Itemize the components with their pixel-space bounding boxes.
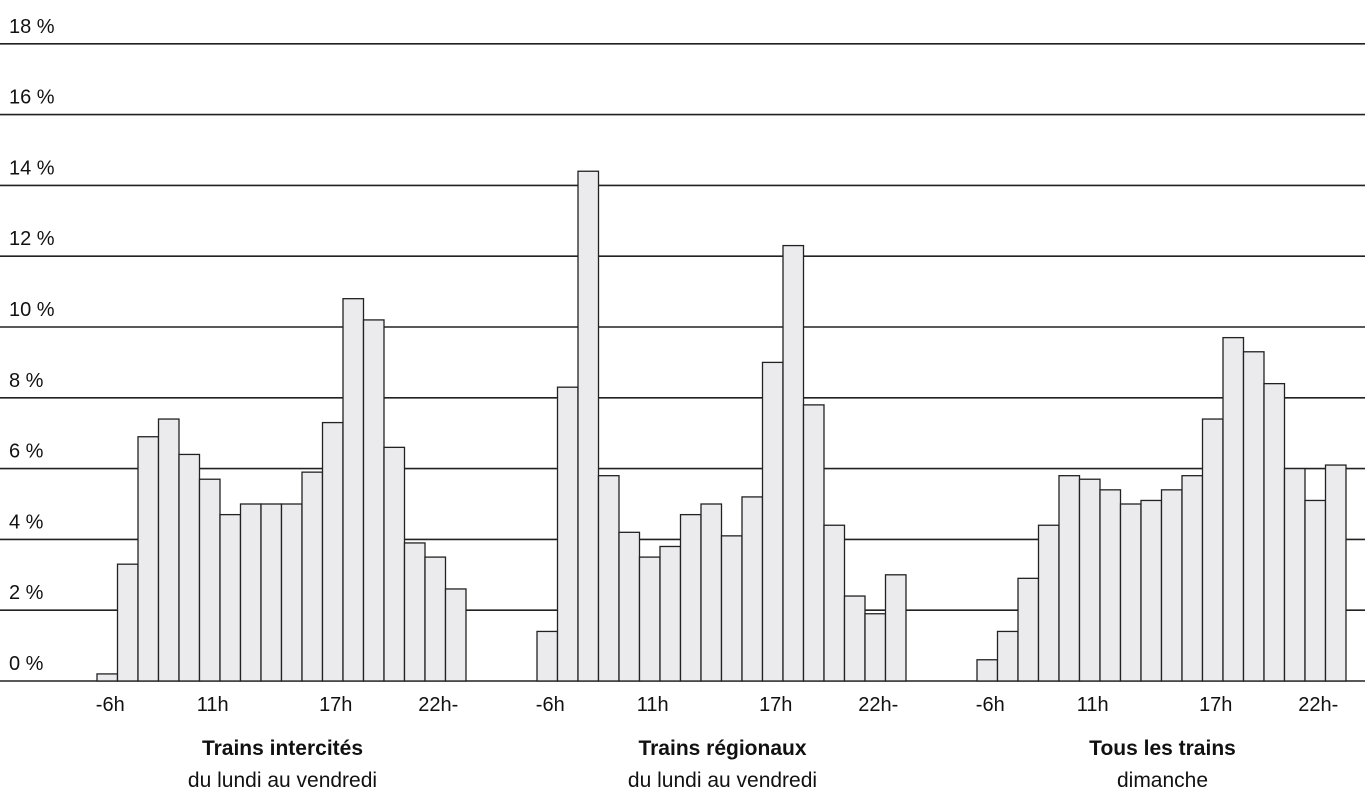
bar-group2-9 <box>700 503 723 682</box>
bar-group3-8 <box>1119 503 1142 682</box>
bar-group1-8 <box>239 503 262 682</box>
bar-group1-10 <box>280 503 303 682</box>
x-tick-label: 17h <box>1199 694 1232 716</box>
bar-group3-2 <box>996 630 1019 682</box>
bar-group2-11 <box>741 496 764 682</box>
bar-group2-6 <box>638 556 661 682</box>
group-subtitle: du lundi au vendredi <box>188 769 377 792</box>
x-tick-label: 17h <box>319 694 352 716</box>
y-tick-label: 12 % <box>9 228 55 250</box>
group-subtitle: du lundi au vendredi <box>628 769 817 792</box>
bar-group3-7 <box>1099 489 1122 682</box>
y-tick-label: 6 % <box>9 441 44 463</box>
bar-group1-3 <box>137 436 160 682</box>
bar-group3-10 <box>1160 489 1183 682</box>
bar-group3-4 <box>1037 524 1060 682</box>
bar-group1-9 <box>260 503 283 682</box>
x-tick-label: 22h- <box>418 694 458 716</box>
bar-group2-17 <box>864 613 887 682</box>
bars <box>96 170 1347 682</box>
group-title: Trains régionaux <box>638 737 806 760</box>
bar-group3-14 <box>1242 351 1265 682</box>
bar-group1-15 <box>383 446 406 682</box>
bar-group1-1 <box>96 673 119 682</box>
bar-group2-5 <box>618 531 641 682</box>
y-tick-label: 10 % <box>9 299 55 321</box>
labels: 0 % 2 % 4 % 6 % 8 % 10 % 12 % 14 % 16 % 18 % -6h 11… <box>9 16 1338 792</box>
bar-group1-17 <box>424 556 447 682</box>
x-tick-label: 11h <box>637 694 669 716</box>
bar-group2-4 <box>597 475 620 682</box>
bar-group2-7 <box>659 545 682 682</box>
bar-group3-6 <box>1078 478 1101 682</box>
bar-group1-7 <box>219 513 242 682</box>
x-tick-label: 17h <box>759 694 792 716</box>
y-tick-label: 16 % <box>9 87 55 109</box>
bar-group3-15 <box>1263 382 1286 682</box>
x-tick-label: -6h <box>976 694 1005 716</box>
bar-group1-6 <box>198 478 221 682</box>
bar-group3-3 <box>1017 577 1040 682</box>
bar-group1-16 <box>403 542 426 682</box>
x-tick-label: 22h- <box>858 694 898 716</box>
bar-group1-2 <box>116 563 139 682</box>
bar-group3-12 <box>1201 418 1224 682</box>
bar-group2-14 <box>802 404 825 682</box>
y-tick-label: 8 % <box>9 370 44 392</box>
x-tick-label: 11h <box>197 694 229 716</box>
group-title: Tous les trains <box>1089 737 1236 760</box>
group-subtitle: dimanche <box>1117 769 1208 792</box>
bar-group2-15 <box>823 524 846 682</box>
bar-group1-14 <box>362 319 385 682</box>
bar-group2-8 <box>679 513 702 682</box>
bar-group2-13 <box>782 244 805 682</box>
bar-group1-18 <box>444 588 467 682</box>
y-tick-label: 2 % <box>9 582 44 604</box>
bar-group1-4 <box>157 418 180 682</box>
y-tick-label: 4 % <box>9 511 44 533</box>
x-tick-label: -6h <box>536 694 565 716</box>
y-tick-label: 14 % <box>9 157 55 179</box>
group-title: Trains intercités <box>202 737 363 760</box>
bar-group3-13 <box>1222 336 1245 682</box>
bar-group1-5 <box>178 453 201 682</box>
y-tick-label: 18 % <box>9 16 55 38</box>
bar-group2-18 <box>884 574 907 682</box>
y-tick-label: 0 % <box>9 653 44 675</box>
bar-group2-3 <box>577 170 600 682</box>
bar-group2-10 <box>720 535 743 682</box>
bar-group1-11 <box>301 471 324 682</box>
bar-group1-12 <box>321 421 344 682</box>
bar-group3-16 <box>1283 467 1306 682</box>
bar-group2-2 <box>556 386 579 682</box>
bar-group2-1 <box>536 630 559 682</box>
x-tick-label: -6h <box>96 694 125 716</box>
x-tick-label: 22h- <box>1298 694 1338 716</box>
bar-group1-13 <box>342 298 365 682</box>
bar-group2-12 <box>761 361 784 682</box>
bar-group3-5 <box>1058 475 1081 682</box>
bar-group3-9 <box>1140 499 1163 682</box>
bar-group2-16 <box>843 595 866 682</box>
bar-group3-1 <box>976 659 999 682</box>
bar-group3-17 <box>1304 499 1327 682</box>
bar-group3-18 <box>1324 464 1347 682</box>
x-tick-label: 11h <box>1077 694 1109 716</box>
bar-group3-11 <box>1181 475 1204 682</box>
